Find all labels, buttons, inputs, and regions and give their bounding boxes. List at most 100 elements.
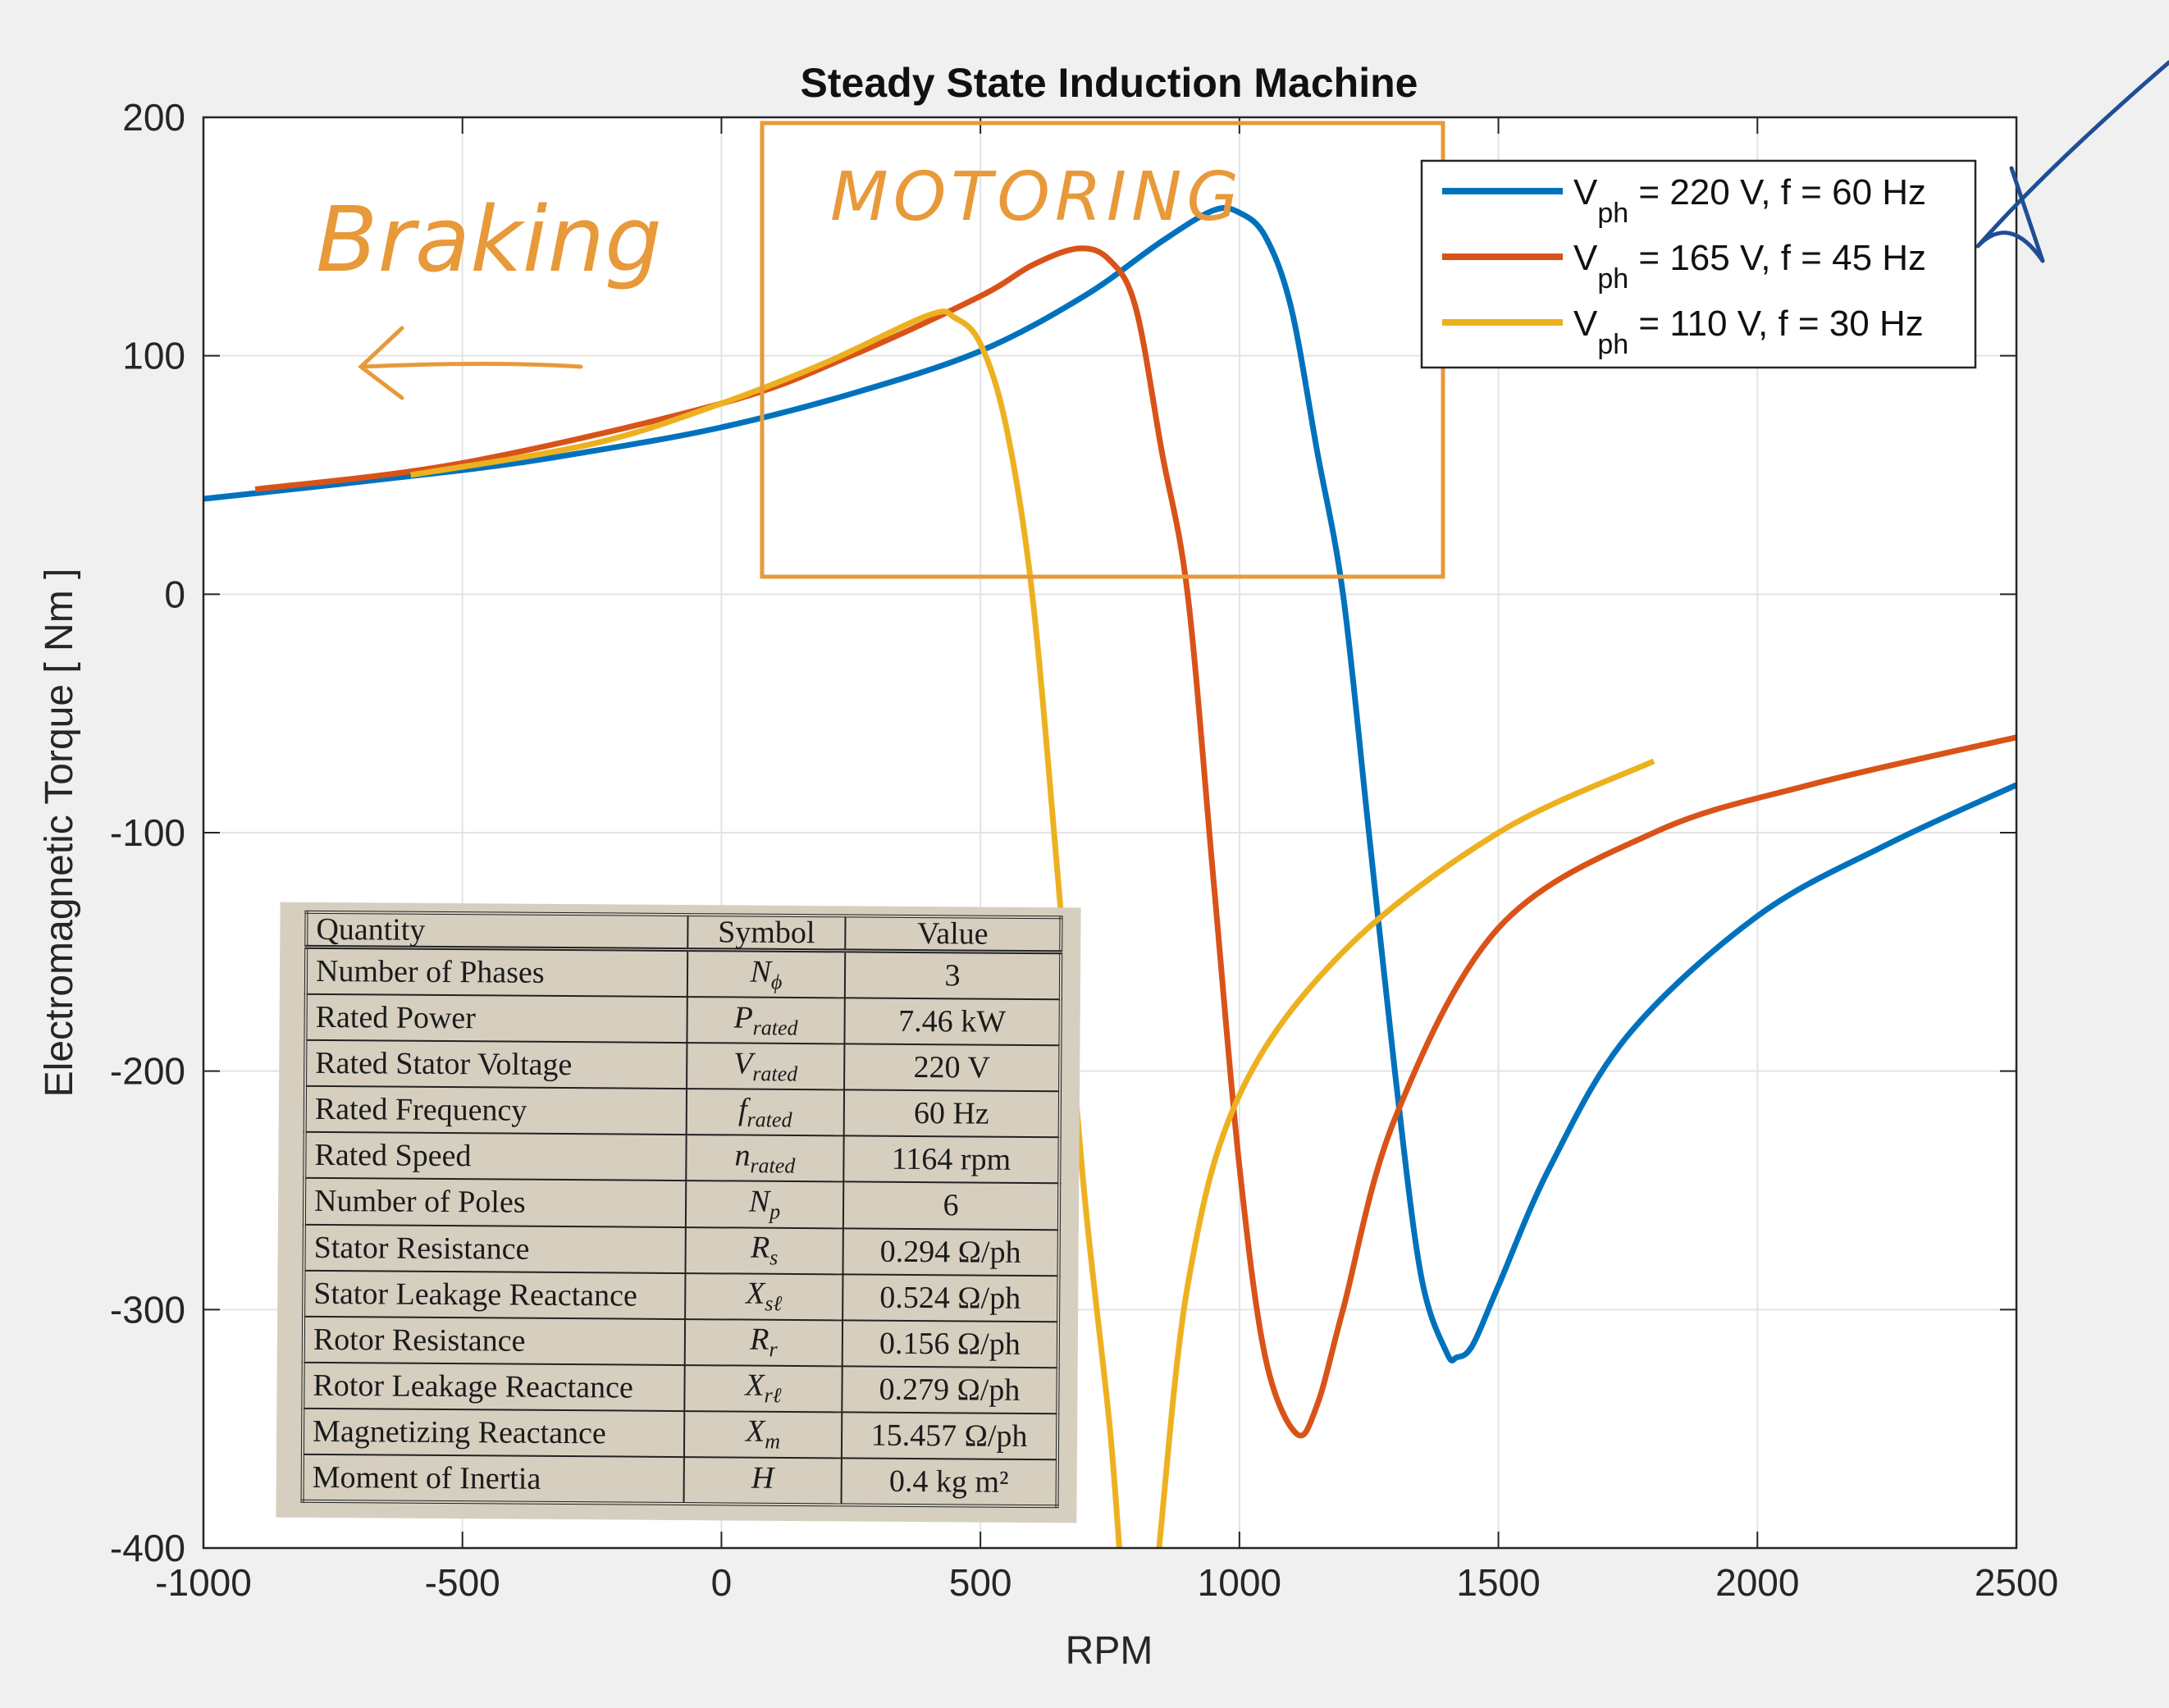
y-tick-label: 0 <box>164 573 185 615</box>
symbol-cell: Xrℓ <box>684 1364 842 1413</box>
legend-text: = 220 V, f = 60 Hz <box>1628 172 1926 212</box>
legend-subscript: ph <box>1597 198 1628 229</box>
table-row: Stator Leakage Reactance Xsℓ 0.524 Ω/ph <box>304 1270 1059 1322</box>
y-tick-label: -300 <box>110 1288 185 1331</box>
legend-text: = 165 V, f = 45 Hz <box>1628 238 1926 278</box>
symbol-main: P <box>733 1000 753 1035</box>
braking-annotation: Braking <box>316 187 662 292</box>
x-tick-label: 2500 <box>1975 1561 2058 1604</box>
symbol-cell: Prated <box>687 997 845 1044</box>
header-quantity: Quantity <box>306 911 688 950</box>
legend-symbol: V <box>1573 238 1598 278</box>
legend-subscript: ph <box>1597 329 1628 360</box>
table-row: Magnetizing Reactance Xm 15.457 Ω/ph <box>302 1408 1058 1459</box>
x-tick-label: 2000 <box>1715 1561 1799 1604</box>
symbol-main: X <box>745 1413 765 1450</box>
symbol-main: R <box>750 1230 770 1265</box>
quantity-cell: Moment of Inertia <box>302 1454 684 1505</box>
value-cell: 60 Hz <box>843 1089 1061 1138</box>
symbol-main: n <box>734 1138 751 1173</box>
series-line-3 <box>409 308 1655 1548</box>
legend-symbol: V <box>1573 304 1598 344</box>
legend-entry-2: Vph = 165 V, f = 45 Hz <box>1573 238 1926 295</box>
y-tick-label: -200 <box>110 1050 185 1093</box>
y-tick-label: 200 <box>122 96 185 139</box>
pointer-arrow-icon <box>1975 60 2169 263</box>
value-cell: 15.457 Ω/ph <box>841 1412 1058 1459</box>
symbol-subscript: r <box>769 1337 778 1362</box>
quantity-cell: Rated Speed <box>304 1132 687 1181</box>
value-cell: 0.524 Ω/ph <box>842 1273 1059 1322</box>
quantity-cell: Number of Phases <box>305 947 688 998</box>
symbol-cell: Rr <box>684 1318 843 1366</box>
symbol-cell: Nϕ <box>687 949 846 998</box>
table-row: Stator Resistance Rs 0.294 Ω/ph <box>304 1224 1059 1276</box>
legend-text: = 110 V, f = 30 Hz <box>1628 304 1924 344</box>
symbol-cell: frated <box>686 1089 845 1136</box>
quantity-cell: Rated Power <box>305 994 687 1044</box>
quantity-cell: Stator Resistance <box>304 1224 686 1273</box>
x-tick-label: 1000 <box>1198 1561 1281 1604</box>
table-row: Rated Speed nrated 1164 rpm <box>304 1132 1060 1184</box>
table-row: Moment of Inertia H 0.4 kg m² <box>302 1454 1057 1507</box>
symbol-subscript: p <box>769 1199 781 1224</box>
symbol-subscript: rℓ <box>764 1383 782 1408</box>
quantity-cell: Stator Leakage Reactance <box>304 1270 686 1319</box>
table-row: Rotor Leakage Reactance Xrℓ 0.279 Ω/ph <box>303 1362 1058 1413</box>
parameter-table: Quantity Symbol Value Number of Phases Nϕ… <box>300 910 1063 1509</box>
legend-subscript: ph <box>1597 263 1628 295</box>
x-axis-label: RPM <box>1066 1629 1153 1673</box>
table-row: Rated Stator Voltage Vrated 220 V <box>305 1040 1061 1092</box>
table-row: Rated Power Prated 7.46 kW <box>305 994 1061 1046</box>
series-group <box>203 204 2016 1548</box>
symbol-cell: nrated <box>686 1135 844 1182</box>
braking-arrow-icon <box>358 326 583 400</box>
legend-symbol: V <box>1573 172 1598 212</box>
value-cell: 3 <box>844 950 1062 1000</box>
y-tick-label: -100 <box>110 811 185 854</box>
symbol-main: N <box>750 954 772 989</box>
symbol-cell: Np <box>685 1181 844 1228</box>
symbol-cell: H <box>683 1456 842 1505</box>
symbol-subscript: ϕ <box>770 970 783 994</box>
symbol-cell: Xsℓ <box>685 1272 843 1320</box>
quantity-cell: Rotor Resistance <box>303 1316 686 1365</box>
value-cell: 0.156 Ω/ph <box>842 1319 1059 1368</box>
symbol-subscript: s <box>769 1245 779 1270</box>
symbol-main: V <box>733 1046 753 1081</box>
legend-entry-3: Vph = 110 V, f = 30 Hz <box>1573 304 1924 360</box>
symbol-main: X <box>746 1276 765 1311</box>
legend-entry-1: Vph = 220 V, f = 60 Hz <box>1573 172 1926 229</box>
value-cell: 220 V <box>844 1044 1061 1092</box>
quantity-cell: Rated Stator Voltage <box>305 1040 687 1089</box>
header-symbol: Symbol <box>687 915 846 951</box>
symbol-cell: Xm <box>683 1410 842 1459</box>
chart-title: Steady State Induction Machine <box>801 60 1418 106</box>
y-tick-label: -400 <box>110 1527 185 1569</box>
motoring-annotation: MOTORING <box>830 158 1244 236</box>
parameter-table-photo: Quantity Symbol Value Number of Phases Nϕ… <box>276 902 1081 1523</box>
value-cell: 7.46 kW <box>844 998 1061 1046</box>
table-row: Rated Frequency frated 60 Hz <box>304 1086 1061 1138</box>
symbol-subscript: rated <box>752 1062 798 1086</box>
header-value: Value <box>845 916 1062 952</box>
series-line-2 <box>254 245 2016 1439</box>
symbol-cell: Vrated <box>687 1043 845 1090</box>
symbol-main: H <box>751 1460 774 1496</box>
quantity-cell: Magnetizing Reactance <box>302 1408 685 1457</box>
symbol-main: f <box>737 1092 747 1127</box>
quantity-cell: Number of Poles <box>304 1178 687 1227</box>
tick-labels: -1000 -500 0 500 1000 1500 2000 2500-400-300-20… <box>110 96 2058 1604</box>
series-line-1 <box>203 204 2016 1363</box>
x-tick-label: -500 <box>425 1561 500 1604</box>
quantity-cell: Rated Frequency <box>304 1086 687 1135</box>
y-tick-label: 100 <box>122 335 185 377</box>
symbol-main: R <box>750 1322 769 1358</box>
symbol-subscript: rated <box>750 1153 796 1178</box>
symbol-subscript: sℓ <box>765 1291 783 1316</box>
value-cell: 1164 rpm <box>843 1135 1060 1184</box>
table-row: Rotor Resistance Rr 0.156 Ω/ph <box>303 1316 1059 1368</box>
x-tick-label: 0 <box>711 1561 733 1604</box>
quantity-cell: Rotor Leakage Reactance <box>303 1362 685 1411</box>
